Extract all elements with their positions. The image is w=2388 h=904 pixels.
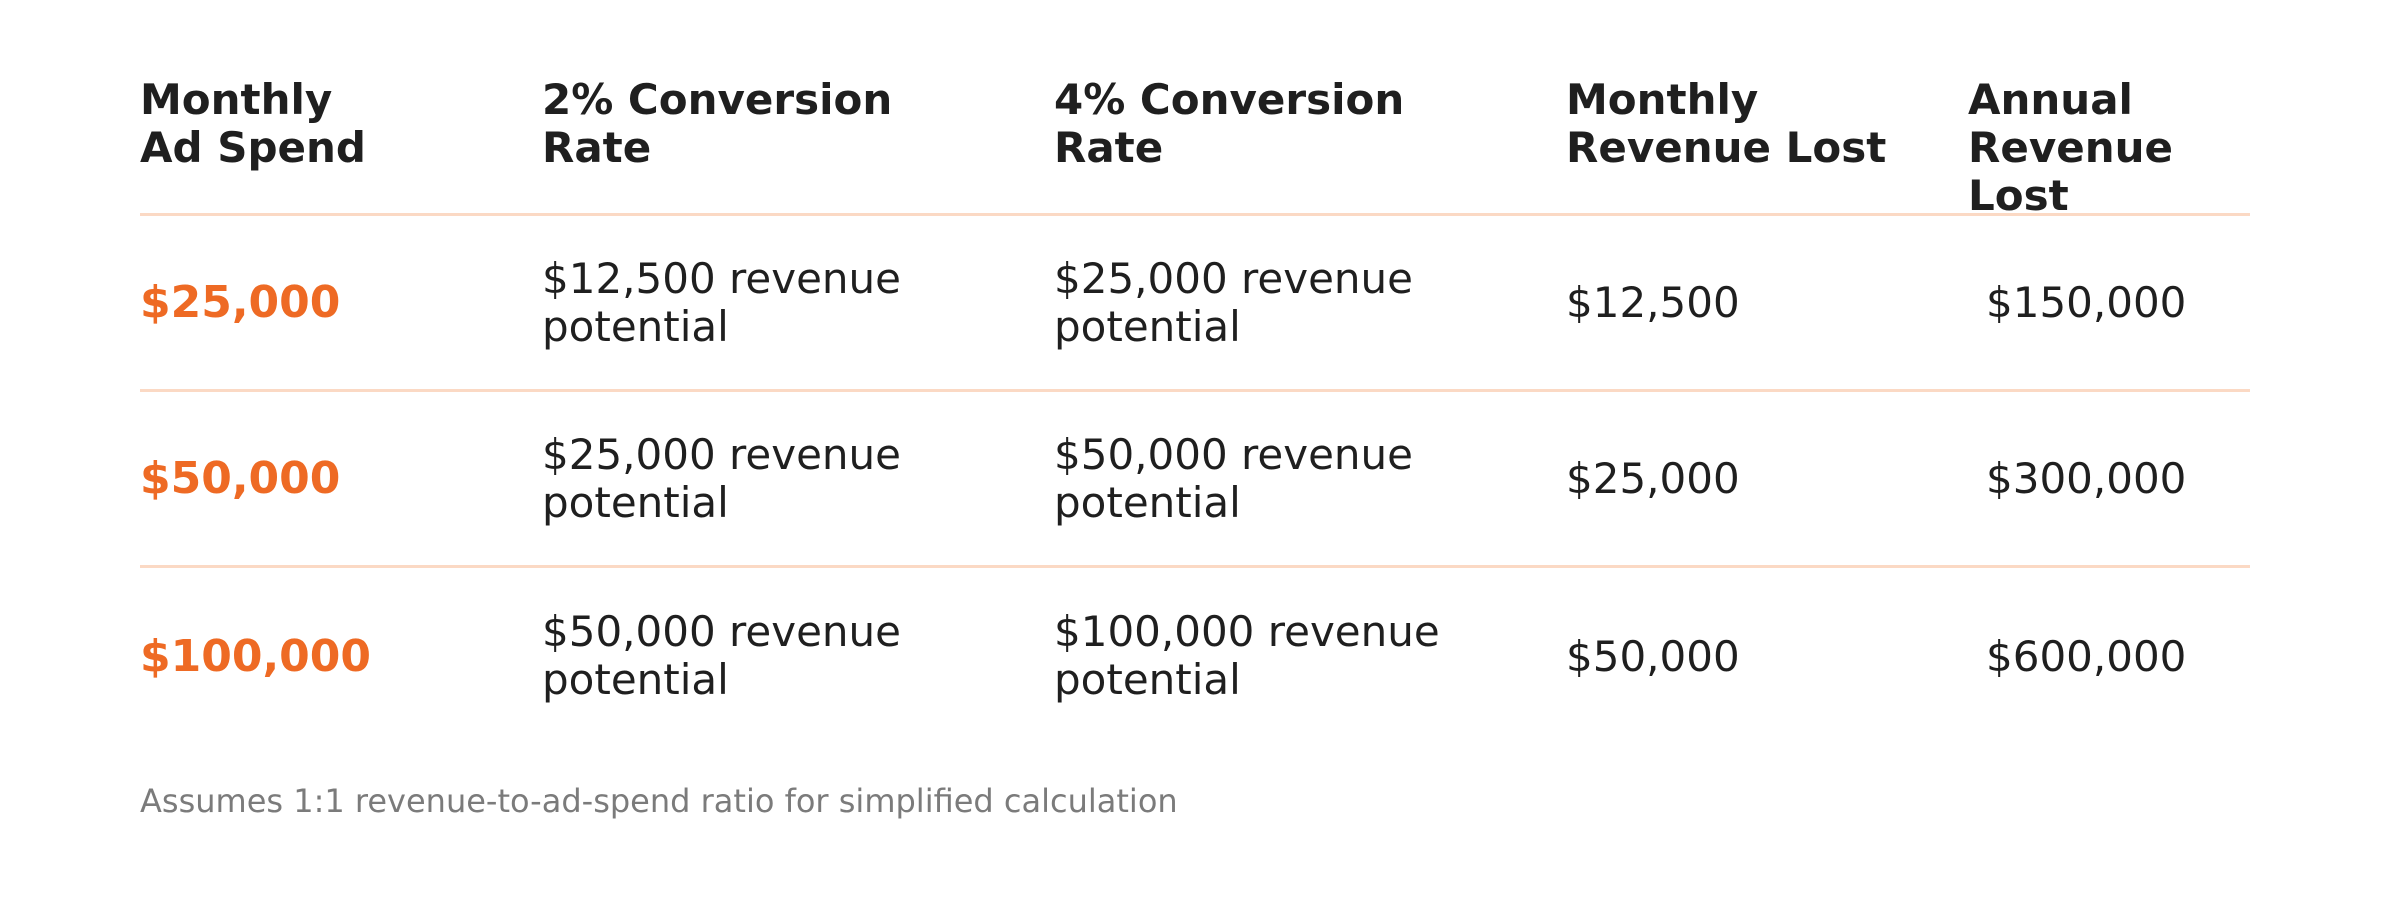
ad-spend-value: $25,000 (140, 277, 341, 328)
header-annual-revenue-lost: Annual Revenue Lost (1968, 75, 2173, 220)
ad-spend-value: $100,000 (140, 630, 372, 682)
annual-revenue-lost: $600,000 (1986, 631, 2187, 681)
table-row: $50,000 $25,000 revenue potential $50,00… (140, 392, 2250, 568)
header-2pct-conversion: 2% Conversion Rate (542, 75, 893, 172)
footnote: Assumes 1:1 revenue-to-ad-spend ratio fo… (140, 782, 1178, 820)
conv4-revenue: $50,000 revenue potential (1054, 429, 1413, 527)
conv2-revenue: $25,000 revenue potential (542, 429, 901, 527)
table-header-row: Monthly Ad Spend 2% Conversion Rate 4% C… (140, 66, 2250, 220)
conv4-revenue: $100,000 revenue potential (1054, 607, 1440, 704)
monthly-revenue-lost: $12,500 (1566, 278, 1740, 327)
header-4pct-conversion: 4% Conversion Rate (1054, 75, 1405, 172)
conv4-revenue: $25,000 revenue potential (1054, 253, 1413, 351)
header-monthly-revenue-lost: Monthly Revenue Lost (1566, 75, 1887, 172)
table-row: $100,000 $50,000 revenue potential $100,… (140, 568, 2250, 744)
conv2-revenue: $50,000 revenue potential (542, 607, 901, 704)
monthly-revenue-lost: $50,000 (1566, 631, 1740, 681)
monthly-revenue-lost: $25,000 (1566, 454, 1740, 503)
table-row: $25,000 $12,500 revenue potential $25,00… (140, 216, 2250, 392)
annual-revenue-lost: $150,000 (1986, 278, 2187, 327)
ad-spend-value: $50,000 (140, 453, 341, 504)
annual-revenue-lost: $300,000 (1986, 454, 2187, 503)
revenue-loss-table: Monthly Ad Spend 2% Conversion Rate 4% C… (140, 66, 2250, 744)
conv2-revenue: $12,500 revenue potential (542, 253, 901, 351)
header-monthly-ad-spend: Monthly Ad Spend (140, 75, 366, 172)
